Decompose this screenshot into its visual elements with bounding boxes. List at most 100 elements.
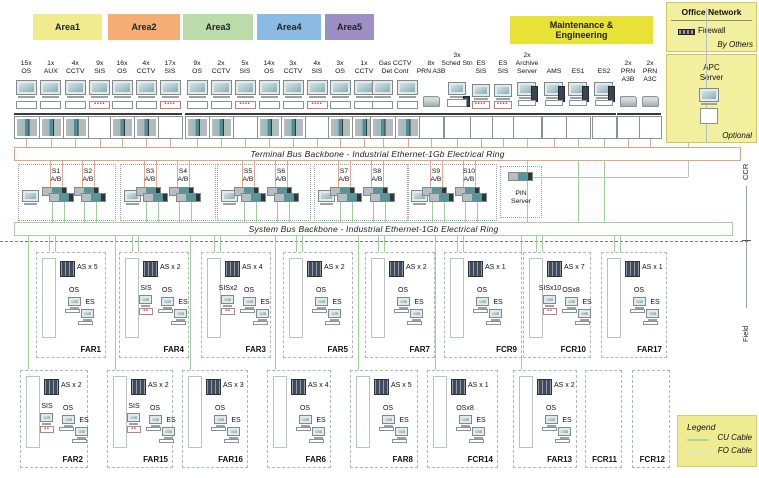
- cable-line: [146, 139, 147, 148]
- keyboard-tray: [456, 427, 471, 431]
- device-label-line: 16x: [116, 60, 128, 67]
- field-box-name: FAR5: [327, 345, 348, 354]
- keyboard-tray: [240, 309, 255, 313]
- as-controller-icon: [625, 261, 640, 277]
- as-controller-icon: [143, 261, 158, 277]
- device-label: ES SIS: [489, 60, 517, 76]
- legend-swatch-line: [687, 452, 709, 454]
- keyboard-tray: [224, 439, 239, 443]
- cable-line: [430, 161, 431, 187]
- cable-line: [94, 161, 95, 193]
- cable-line: [146, 202, 147, 222]
- device-label-line: Archive Server: [515, 60, 539, 76]
- device-label-line: S4: [178, 168, 188, 175]
- cable-line: [435, 236, 436, 370]
- cable-line: [84, 202, 85, 222]
- device-label: 2x CCTV: [207, 60, 235, 76]
- keyboard-tray: [542, 427, 557, 431]
- sis-label: SIS: [140, 285, 152, 292]
- device-label: 1x AUX: [37, 60, 66, 76]
- area-header: Area5: [325, 14, 374, 40]
- cable-line: [378, 236, 379, 252]
- keyboard-tray: [59, 427, 74, 431]
- printer-icon: [619, 96, 637, 107]
- sis-label: SIS: [41, 403, 53, 410]
- cable-line: [536, 236, 537, 252]
- device-label: 17x SIS: [156, 60, 184, 76]
- sis-led-panel: ••: [221, 308, 235, 315]
- cable-line: [373, 202, 374, 222]
- area-header-label: Area2: [131, 21, 157, 32]
- monitor-stand: [83, 319, 92, 321]
- device-label-line: Det Cont: [381, 68, 409, 76]
- device-label-line: SIS: [497, 68, 509, 76]
- cable-line: [364, 139, 365, 148]
- keyboard-tray: [594, 100, 613, 106]
- as-count-label: AS x 2: [148, 382, 169, 389]
- workstation-monitor-icon: [15, 80, 37, 95]
- os-label: OS: [397, 287, 409, 294]
- cable-line: [628, 139, 629, 148]
- server-group-box: [217, 164, 311, 221]
- monitor-stand: [580, 319, 589, 321]
- device-label-line: A/B: [463, 176, 475, 184]
- sis-monitor-icon: [471, 84, 490, 97]
- cable-line: [82, 161, 83, 187]
- device-label-line: A/B: [144, 176, 156, 184]
- monitor-stand: [129, 423, 138, 425]
- rack-shelf-line: [370, 113, 420, 115]
- es-monitor-icon: [558, 427, 571, 436]
- zone-field-label: Field: [741, 325, 750, 342]
- cabinet-rack: [273, 376, 287, 448]
- area-header: Area1: [33, 14, 102, 40]
- apc-server-label: APC Server: [667, 55, 756, 82]
- as-count-label: AS x 1: [485, 264, 506, 271]
- monitor-stand: [260, 96, 278, 98]
- cable-line: [26, 139, 28, 148]
- field-box-name: FCR14: [467, 455, 493, 464]
- keyboard-tray: [258, 101, 280, 109]
- device-label-line: S1: [51, 168, 61, 175]
- sis-led-panel: ••: [543, 308, 557, 315]
- keyboard-tray: [473, 309, 488, 313]
- device-label-line: CCTV: [136, 68, 156, 76]
- es-monitor-icon: [646, 309, 659, 318]
- keyboard-tray: [40, 101, 62, 109]
- es-label: ES: [79, 417, 89, 424]
- cabinet-rack: [433, 376, 447, 448]
- device-label-line: 15x: [20, 60, 32, 67]
- device-label: 3x Sched Stn: [441, 52, 473, 68]
- cable-line: [475, 161, 476, 193]
- cable-line: [245, 139, 246, 148]
- monitor-stand: [495, 98, 510, 100]
- es-monitor-icon: [256, 309, 269, 318]
- device-label-line: PIN: [515, 190, 527, 197]
- monitor-stand: [91, 96, 109, 98]
- device-label: AMS: [539, 68, 569, 76]
- monitor-stand: [24, 203, 37, 205]
- device-label-line: SIS: [94, 68, 106, 76]
- rack-unit-icon: [38, 116, 64, 139]
- cable-line: [614, 236, 615, 252]
- cabinet-rack: [607, 258, 621, 338]
- rack-unit-icon: [209, 116, 234, 139]
- empty-slot: [233, 116, 258, 139]
- rack-unit-icon: [110, 116, 135, 139]
- rack-unit-icon: [185, 116, 210, 139]
- area-header: Area4: [257, 14, 321, 40]
- device-label-line: S10: [462, 168, 476, 175]
- cabinet-rack: [371, 258, 385, 338]
- os-label: OS: [214, 405, 226, 412]
- apc-label-line1: APC: [703, 63, 720, 72]
- device-label-line: OS: [264, 68, 274, 76]
- device-label-line: S3: [145, 168, 155, 175]
- device-label-line: A/B: [82, 176, 94, 184]
- rack-shelf-line: [513, 113, 616, 115]
- monitor-stand: [648, 319, 657, 321]
- maintenance-header: Maintenance & Engineering: [510, 16, 653, 44]
- cable-line: [289, 202, 290, 222]
- monitor-stand: [223, 203, 236, 205]
- cabinet-rack: [42, 258, 56, 338]
- sis-label: SISx2: [218, 285, 238, 292]
- device-label-line: 2x: [624, 60, 632, 67]
